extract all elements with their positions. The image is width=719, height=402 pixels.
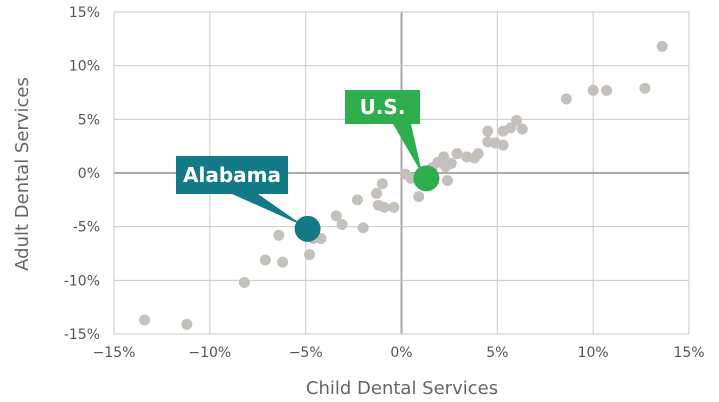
alabama-callout-box: [176, 156, 288, 194]
data-point: [560, 93, 572, 105]
grid-lines: [113, 11, 690, 335]
data-point: [438, 151, 450, 163]
us-point: [413, 165, 440, 192]
x-axis-title: Child Dental Services: [306, 378, 498, 399]
data-point: [482, 125, 494, 137]
us-callout-pointer: [393, 124, 423, 175]
data-point: [587, 84, 599, 96]
data-point: [601, 84, 613, 96]
data-point: [330, 210, 342, 222]
data-point: [472, 148, 484, 160]
y-axis-title: Adult Dental Services: [12, 77, 33, 271]
data-point: [277, 256, 289, 268]
data-point: [336, 219, 348, 231]
data-point: [357, 222, 369, 234]
x-tick-label: −10%: [188, 345, 231, 361]
data-point: [351, 194, 363, 206]
x-tick-label: 5%: [486, 345, 508, 361]
x-tick-label: −5%: [289, 345, 323, 361]
data-point: [273, 229, 285, 241]
data-point: [656, 40, 668, 52]
alabama-callout: Alabama: [176, 156, 321, 242]
x-tick-label: 10%: [578, 345, 609, 361]
data-point: [511, 114, 522, 126]
alabama-label: Alabama: [183, 163, 281, 187]
data-point: [497, 139, 509, 151]
data-point: [139, 314, 151, 326]
us-label: U.S.: [360, 95, 406, 119]
y-tick-label: 0%: [78, 166, 100, 182]
data-point: [442, 175, 453, 187]
x-tick-label: 0%: [390, 345, 412, 361]
us-callout: U.S.: [345, 90, 440, 192]
data-point: [376, 178, 388, 190]
data-point: [181, 318, 193, 330]
data-point: [378, 201, 390, 213]
data-point: [505, 122, 517, 134]
x-tick-label: −15%: [93, 345, 136, 361]
us-callout-box: [345, 90, 420, 124]
data-point: [388, 201, 400, 213]
y-tick-label: -5%: [73, 220, 100, 236]
data-point: [259, 254, 271, 266]
alabama-point: [294, 215, 321, 242]
data-point: [516, 123, 528, 135]
y-tick-label: -15%: [64, 327, 100, 343]
y-tick-label: 5%: [78, 112, 100, 128]
alabama-callout-pointer: [232, 194, 304, 226]
data-point: [304, 249, 315, 261]
y-tick-label: -10%: [64, 273, 100, 289]
tick-labels: −15% −10% −5% 0% 5% 10% 15% 15% 10% 5% 0% -5% -10% -1…: [64, 5, 705, 361]
x-tick-label: 15%: [673, 345, 704, 361]
data-point: [238, 276, 250, 288]
data-point: [371, 187, 383, 199]
data-point: [445, 157, 457, 169]
data-point: [639, 82, 651, 94]
y-tick-label: 15%: [69, 5, 100, 21]
data-point: [413, 191, 425, 203]
data-point: [451, 148, 463, 160]
callouts: Alabama U.S.: [176, 90, 440, 242]
y-tick-label: 10%: [69, 59, 100, 75]
